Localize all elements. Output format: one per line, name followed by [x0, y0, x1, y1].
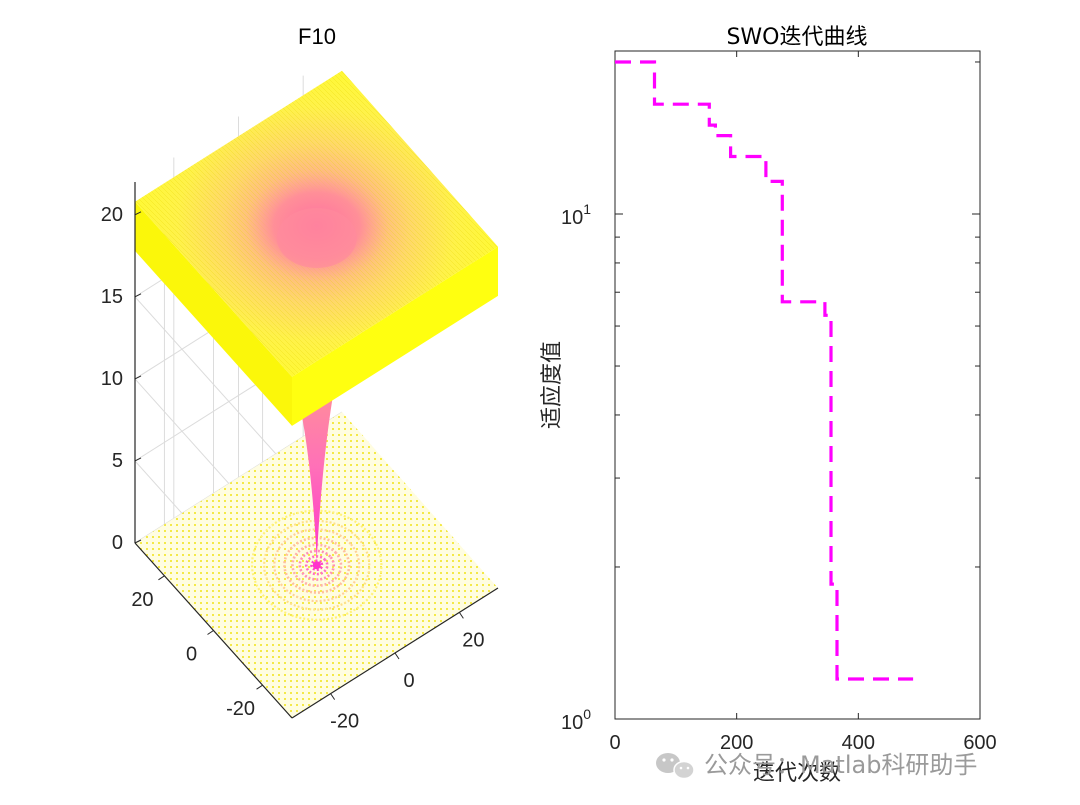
- contour-ring: [250, 509, 383, 621]
- z-tick-mark: [134, 293, 142, 298]
- x-tick-label: 0: [609, 732, 620, 754]
- y-tick-base: 10: [561, 207, 583, 229]
- z-tick-mark: [134, 457, 142, 462]
- y-tick-label: 101: [561, 201, 591, 229]
- y-axis-label: 适应度值: [540, 341, 565, 429]
- z-tick-label: 15: [101, 286, 123, 308]
- z-tick-mark: [134, 375, 142, 380]
- y-tick-exponent: 1: [583, 201, 591, 217]
- surface-edge-left: [135, 201, 292, 426]
- z-tick-mark: [134, 211, 142, 216]
- contour-ring: [298, 549, 336, 581]
- z-tick-label: 5: [112, 450, 123, 472]
- contour-ring: [291, 543, 343, 588]
- x-tick-mark: [330, 693, 336, 700]
- x-tick-mark: [458, 612, 464, 619]
- x-tick-label: 200: [720, 732, 753, 754]
- y-tick-label: -20: [226, 698, 255, 720]
- wechat-icon: [656, 753, 695, 780]
- surface-edge-front: [292, 246, 498, 426]
- watermark-text: 公众号：Matlab科研助手: [704, 751, 977, 779]
- y-tick-mark: [256, 684, 263, 690]
- y-tick-label: 100: [561, 706, 591, 734]
- y-tick-mark: [207, 630, 214, 635]
- z-tick-mark: [134, 539, 142, 544]
- contour-projection: [135, 412, 498, 718]
- contour-ring: [273, 528, 361, 603]
- x-tick-label: 600: [963, 732, 996, 754]
- watermark: 公众号：Matlab科研助手: [656, 751, 977, 780]
- y-tick-base: 10: [561, 712, 583, 734]
- x-axis-label: 迭代次数: [753, 761, 841, 786]
- x-tick-label: 20: [462, 629, 484, 651]
- contour-ring: [262, 519, 371, 611]
- y-tick-label: 20: [131, 589, 153, 611]
- surface-mesh: [135, 70, 498, 561]
- surface-depression-core: [276, 207, 357, 268]
- surface-axes: 0 5 10 15 20 -20 0 20 -20 0 20 F10: [101, 24, 499, 733]
- y-tick-label: 0: [186, 644, 197, 666]
- z-tick-label: 10: [101, 368, 123, 390]
- y-tick-mark: [158, 575, 165, 581]
- surface-title: F10: [298, 24, 336, 49]
- contour-center: [312, 561, 321, 570]
- surface-tick-labels: 0 5 10 15 20 -20 0 20 -20 0 20: [101, 204, 485, 733]
- z-tick-label: 0: [112, 532, 123, 554]
- x-tick-label: 0: [403, 670, 414, 692]
- x-tick-label: -20: [330, 711, 359, 733]
- convergence-title: SWO迭代曲线: [726, 25, 867, 50]
- z-tick-label: 20: [101, 204, 123, 226]
- y-tick-exponent: 0: [583, 706, 591, 722]
- x-tick-mark: [394, 652, 400, 660]
- contour-ring: [283, 536, 351, 594]
- plot-area: [614, 50, 981, 720]
- x-tick-label: 400: [842, 732, 875, 754]
- contour-ring: [310, 559, 324, 571]
